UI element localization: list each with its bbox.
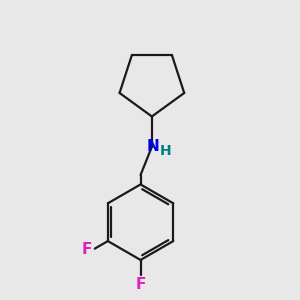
Text: F: F xyxy=(135,277,146,292)
Text: F: F xyxy=(82,242,92,257)
Text: H: H xyxy=(160,144,172,158)
Text: N: N xyxy=(146,139,159,154)
